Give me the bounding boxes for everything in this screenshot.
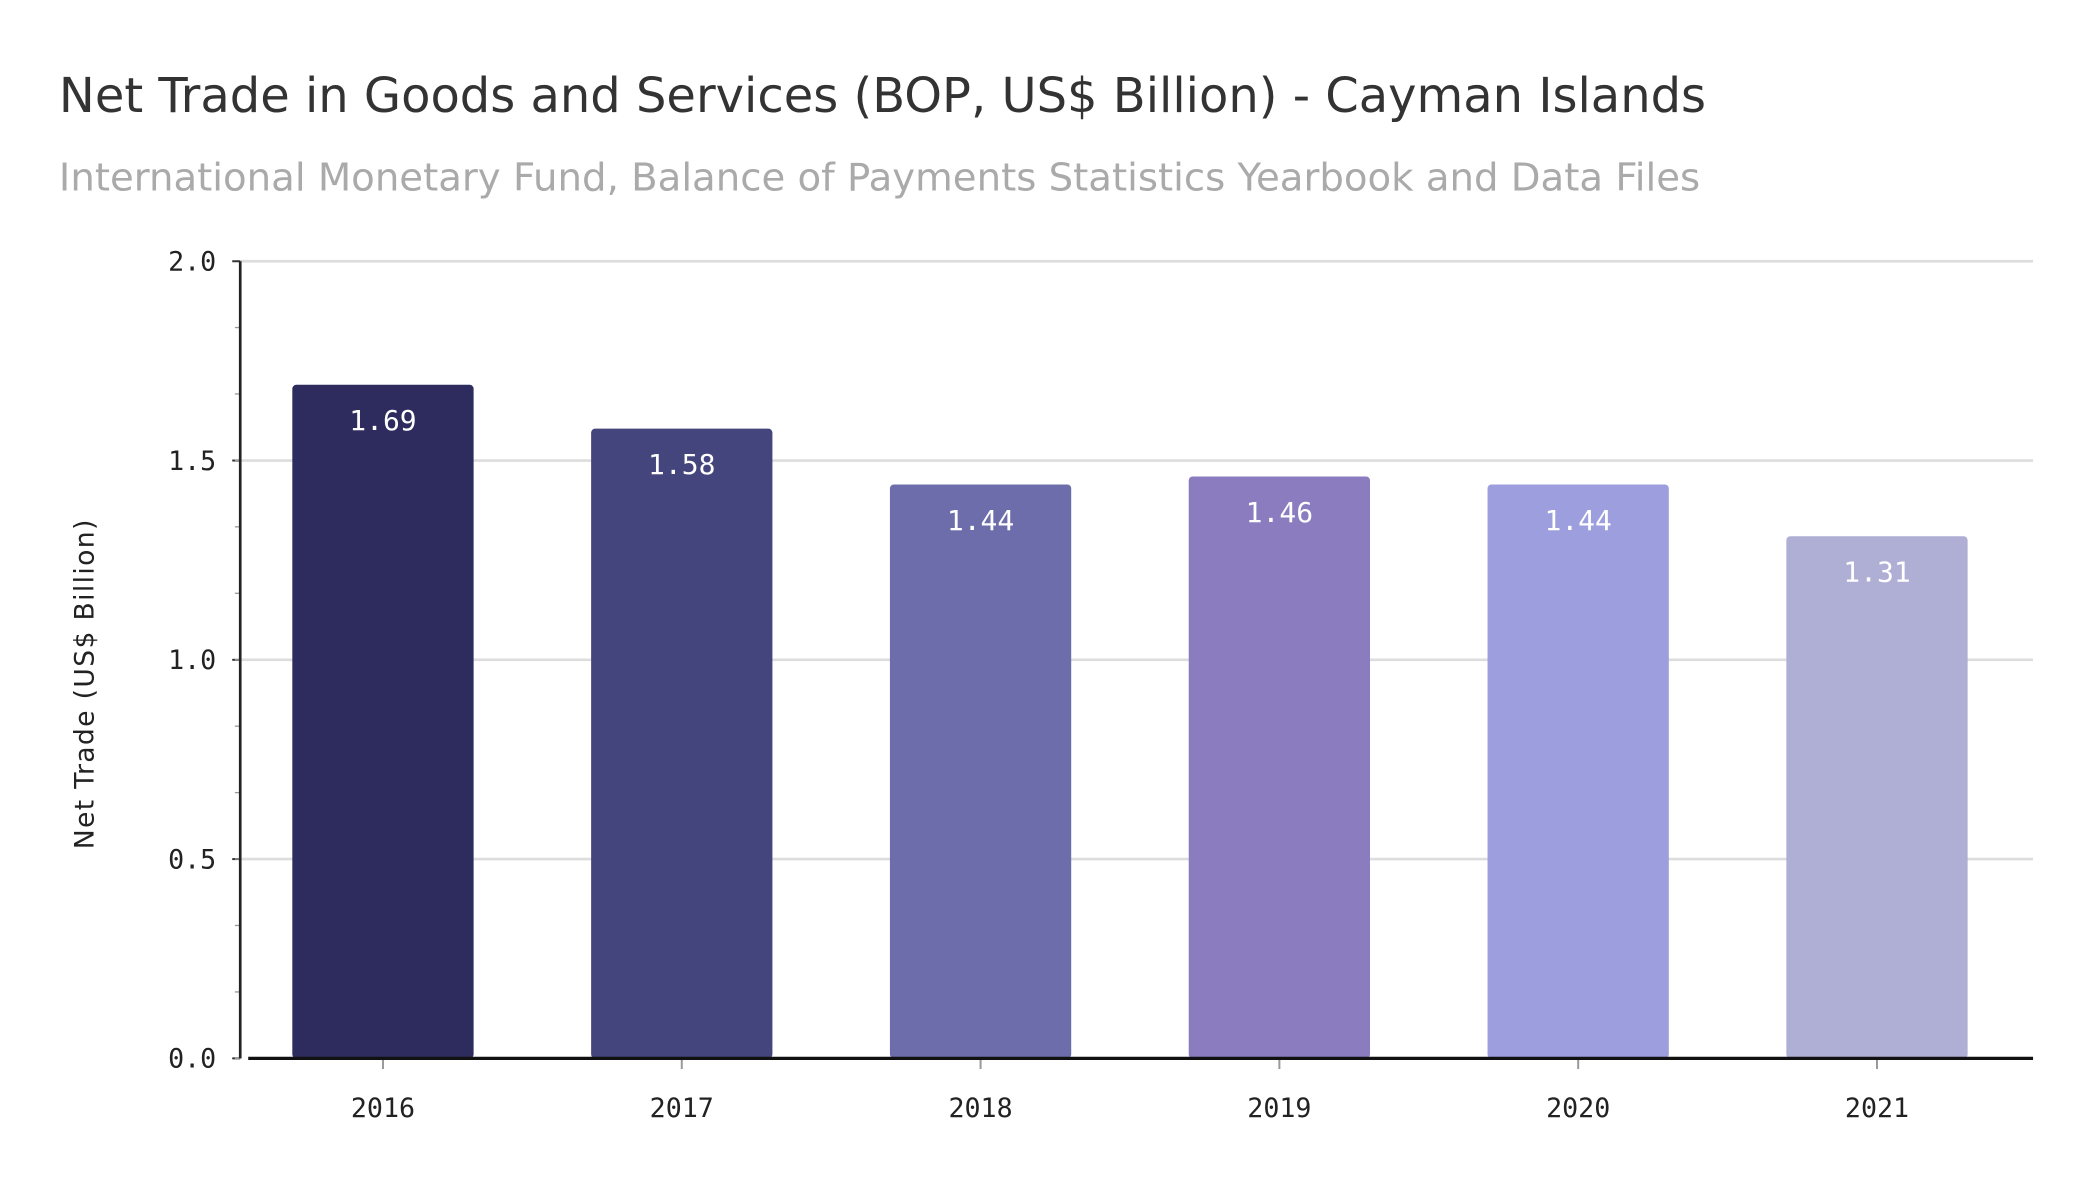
y-tick-label: 0.5: [168, 844, 216, 875]
x-tick-label: 2016: [351, 1093, 415, 1124]
y-tick-label: 1.5: [168, 446, 216, 477]
x-tick-label: 2019: [1247, 1093, 1311, 1124]
y-tick-label: 0.0: [168, 1044, 216, 1075]
x-tick-label: 2021: [1845, 1093, 1909, 1124]
bar-2018: [889, 484, 1072, 1059]
data-label: 1.58: [648, 448, 715, 481]
bar-2019: [1188, 476, 1371, 1059]
x-tick-label: 2017: [650, 1093, 714, 1124]
bar-2016: [292, 384, 474, 1059]
data-label: 1.69: [349, 404, 416, 437]
bar-2017: [591, 428, 773, 1059]
axes: 0.0 0.5 1.0 1.5 2.0 2016 2017 2018 2019 2020 2021: [168, 247, 2034, 1124]
bar-2020: [1487, 484, 1669, 1059]
chart-subtitle: International Monetary Fund, Balance of …: [59, 156, 1700, 201]
y-axis-label: Net Trade (US$ Billion): [70, 518, 101, 849]
x-tick-label: 2018: [948, 1093, 1012, 1124]
bar-2021: [1786, 536, 1968, 1059]
gridlines: [240, 259, 2034, 861]
data-label: 1.44: [1544, 504, 1611, 537]
y-tick-label: 1.0: [168, 645, 216, 676]
x-tick-label: 2020: [1546, 1093, 1610, 1124]
y-tick-label: 2.0: [168, 247, 216, 278]
chart-title: Net Trade in Goods and Services (BOP, US…: [59, 68, 1706, 124]
data-label: 1.46: [1246, 496, 1313, 529]
data-label: 1.44: [947, 504, 1014, 537]
bars: 1.69 1.58 1.44 1.46 1.44 1.31: [292, 384, 1968, 1059]
data-label: 1.31: [1843, 556, 1910, 589]
